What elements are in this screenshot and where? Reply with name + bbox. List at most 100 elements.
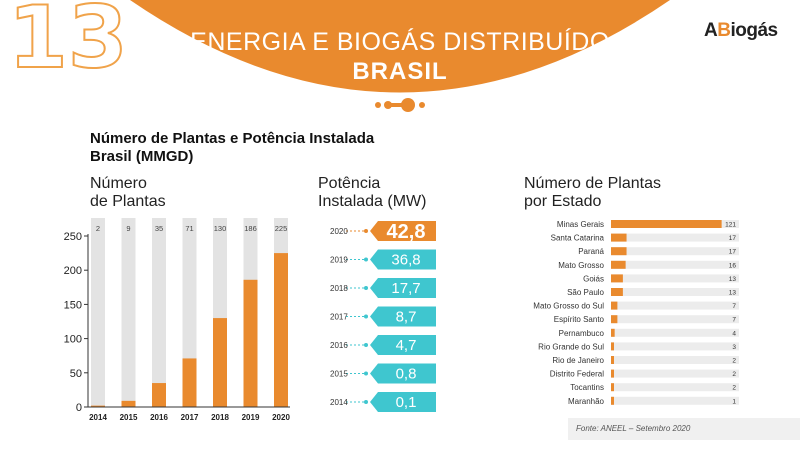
state-label: Espírito Santo bbox=[554, 315, 605, 324]
bar-value-label: 7 bbox=[732, 303, 736, 310]
state-label: Minas Gerais bbox=[557, 220, 604, 229]
state-label: Rio de Janeiro bbox=[552, 356, 604, 365]
bar-background bbox=[611, 260, 739, 269]
state-label: Maranhão bbox=[568, 397, 605, 406]
year-label: 2020 bbox=[330, 227, 348, 236]
x-tick-label: 2018 bbox=[211, 413, 229, 422]
logo-accent: B bbox=[717, 20, 731, 41]
marker-dot bbox=[364, 400, 368, 404]
x-tick-label: 2014 bbox=[89, 413, 107, 422]
bar bbox=[611, 383, 614, 392]
bar-background bbox=[611, 356, 739, 364]
value-arrow bbox=[370, 306, 436, 327]
logo-suffix: iogás bbox=[730, 20, 778, 41]
bar-value-label: 121 bbox=[725, 222, 736, 229]
bar-value-label: 186 bbox=[244, 224, 257, 233]
bar-background bbox=[611, 369, 739, 378]
state-label: Paraná bbox=[578, 247, 604, 256]
state-label: São Paulo bbox=[567, 288, 604, 297]
x-tick-label: 2016 bbox=[150, 413, 168, 422]
state-label: Mato Grosso bbox=[558, 261, 604, 270]
page-title: ENERGIA E BIOGÁS DISTRIBUÍDO bbox=[190, 28, 610, 56]
bar-background bbox=[611, 288, 739, 296]
state-label: Goiás bbox=[583, 274, 604, 283]
bar-value-label: 2 bbox=[732, 371, 736, 378]
value-arrow bbox=[370, 278, 436, 298]
bar-value-label: 16 bbox=[729, 262, 737, 269]
pot-title-line1: Potência bbox=[318, 175, 381, 192]
bar-background bbox=[611, 233, 739, 242]
bar-background bbox=[611, 315, 739, 324]
year-label: 2015 bbox=[330, 370, 348, 379]
slide-number: 13 bbox=[7, 0, 129, 89]
state-title-line1: Número de Plantas bbox=[524, 175, 661, 192]
bar bbox=[611, 369, 614, 378]
section-title-line1: Número de Plantas e Potência Instalada bbox=[90, 130, 375, 147]
bar-value-label: 7 bbox=[732, 317, 736, 324]
plants-per-year-chart: 0 50 100 150 200 250 2 2014 9 2015 35 2016 71 2017 130… bbox=[64, 218, 290, 422]
bar-value-label: 17 bbox=[729, 235, 737, 242]
marker-dot bbox=[364, 371, 368, 376]
state-label: Santa Catarina bbox=[551, 234, 605, 243]
bar-value-label: 2 bbox=[96, 224, 100, 233]
y-tick-label: 250 bbox=[64, 231, 82, 243]
bar bbox=[611, 315, 618, 324]
section-title: Número de Plantas e Potência Instalada B… bbox=[90, 130, 374, 166]
installed-power-chart: 2020 42,8 2019 36,8 2018 17,7 2017 8,7 2016 4,7 20… bbox=[330, 221, 436, 412]
bar bbox=[611, 356, 614, 364]
power-value-label: 36,8 bbox=[391, 252, 420, 269]
bar-value-label: 9 bbox=[126, 224, 130, 233]
year-label: 2016 bbox=[330, 341, 348, 350]
bar bbox=[611, 220, 722, 228]
value-arrow bbox=[370, 335, 436, 355]
bar-chart-title: Número de Plantas bbox=[90, 175, 166, 211]
bar-value-label: 2 bbox=[732, 385, 736, 392]
bar-value-label: 225 bbox=[275, 224, 288, 233]
bar bbox=[274, 253, 288, 407]
bar bbox=[611, 301, 618, 310]
power-value-label: 8,7 bbox=[396, 309, 417, 326]
bar bbox=[121, 400, 136, 407]
value-arrow bbox=[370, 392, 436, 412]
bar-value-label: 4 bbox=[732, 330, 736, 337]
abiogas-logo: ABiogás bbox=[704, 20, 778, 42]
year-label: 2019 bbox=[330, 256, 348, 265]
y-tick-label: 150 bbox=[64, 299, 82, 311]
marker-dot bbox=[364, 286, 368, 290]
power-value-label: 17,7 bbox=[391, 280, 420, 297]
state-label: Pernambuco bbox=[559, 329, 605, 338]
bar bbox=[243, 279, 258, 407]
bar bbox=[611, 247, 627, 256]
bar bbox=[611, 260, 626, 269]
bar bbox=[611, 328, 615, 337]
power-value-label: 0,8 bbox=[396, 366, 417, 383]
bar-value-label: 35 bbox=[155, 224, 163, 233]
bar bbox=[611, 274, 623, 283]
bar bbox=[152, 383, 166, 407]
year-label: 2017 bbox=[330, 313, 348, 322]
highlight-arrow bbox=[370, 221, 436, 241]
x-tick-label: 2020 bbox=[272, 413, 290, 422]
y-tick-label: 0 bbox=[76, 402, 82, 414]
x-tick-label: 2015 bbox=[120, 413, 138, 422]
bar-title-line1: Número bbox=[90, 175, 147, 192]
bar-background bbox=[611, 328, 739, 337]
bar bbox=[611, 342, 614, 351]
bar bbox=[611, 288, 623, 296]
logo-prefix: A bbox=[704, 20, 718, 41]
state-label: Tocantins bbox=[570, 383, 604, 392]
power-value-label: 4,7 bbox=[396, 337, 417, 354]
state-label: Distrito Federal bbox=[550, 370, 604, 379]
marker-dot bbox=[364, 314, 368, 319]
year-label: 2014 bbox=[330, 398, 348, 407]
bar bbox=[91, 405, 105, 407]
bar-background bbox=[611, 396, 739, 405]
state-label: Rio Grande do Sul bbox=[538, 342, 604, 351]
bar bbox=[213, 318, 227, 407]
bar-background bbox=[611, 274, 739, 283]
bar-background bbox=[121, 218, 136, 407]
bar bbox=[182, 358, 197, 407]
value-arrow bbox=[370, 363, 436, 384]
year-label: 2018 bbox=[330, 284, 348, 293]
